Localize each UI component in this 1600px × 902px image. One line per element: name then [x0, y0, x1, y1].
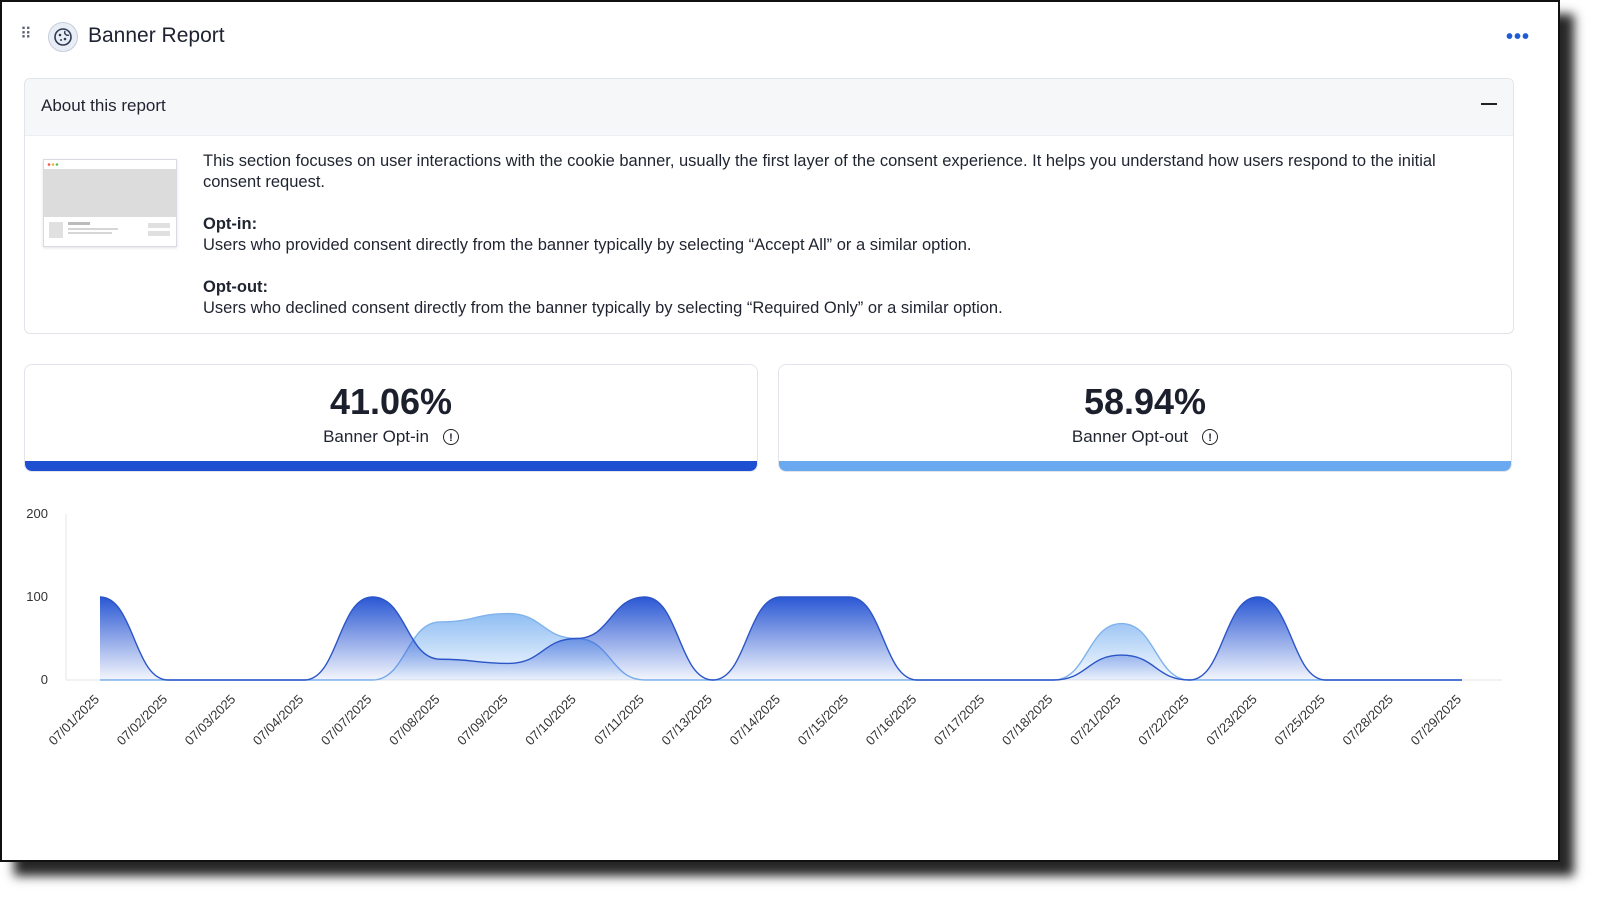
cookie-icon	[48, 22, 78, 52]
optin-bar-fill	[25, 461, 757, 471]
drag-handle-icon[interactable]: ⠿	[20, 26, 32, 43]
x-tick-label: 07/14/2025	[726, 692, 783, 749]
x-tick-label: 07/28/2025	[1339, 692, 1396, 749]
x-tick-label: 07/07/2025	[318, 692, 375, 749]
optout-bar-fill	[779, 461, 1511, 471]
optin-label: Banner Opt-in	[323, 427, 429, 446]
x-tick-label: 07/01/2025	[45, 692, 102, 749]
optin-definition: Opt-in: Users who provided consent direc…	[203, 214, 1491, 256]
x-tick-label: 07/11/2025	[591, 692, 647, 748]
banner-report-widget: ⠿ Banner Report ••• About this report	[0, 0, 1560, 862]
x-tick-label: 07/18/2025	[999, 692, 1056, 749]
x-tick-label: 07/22/2025	[1135, 692, 1192, 749]
about-panel-header[interactable]: About this report	[25, 79, 1513, 136]
collapse-icon[interactable]	[1481, 103, 1497, 105]
optout-label: Banner Opt-out	[1071, 427, 1189, 446]
x-tick-label: 07/10/2025	[522, 692, 579, 749]
optin-text: Users who provided consent directly from…	[203, 236, 972, 254]
x-tick-label: 07/02/2025	[114, 692, 171, 749]
x-tick-label: 07/03/2025	[182, 692, 239, 749]
optin-percentage: 41.06%	[329, 381, 453, 422]
optout-color-bar	[779, 461, 1511, 471]
optout-definition: Opt-out: Users who declined consent dire…	[203, 277, 1491, 319]
widget-header: ⠿ Banner Report •••	[2, 2, 1558, 74]
x-tick-label: 07/21/2025	[1067, 692, 1124, 749]
about-report-panel: About this report This section focuses o…	[24, 78, 1514, 334]
info-icon[interactable]: !	[1202, 429, 1219, 445]
y-tick-label: 200	[26, 506, 48, 521]
about-intro: This section focuses on user interaction…	[203, 152, 1436, 191]
about-description: This section focuses on user interaction…	[203, 151, 1491, 340]
banner-preview-image	[43, 159, 177, 247]
about-panel-title: About this report	[41, 96, 166, 115]
optin-label-row: Banner Opt-in!	[25, 427, 757, 447]
x-tick-label: 07/08/2025	[386, 692, 443, 749]
info-icon[interactable]: !	[442, 429, 459, 445]
x-tick-label: 07/13/2025	[658, 692, 715, 749]
y-tick-label: 0	[41, 672, 48, 687]
optout-label-row: Banner Opt-out!	[779, 427, 1511, 447]
more-horizontal-icon[interactable]: •••	[1505, 26, 1530, 48]
optout-text: Users who declined consent directly from…	[203, 299, 1003, 317]
x-tick-label: 07/17/2025	[931, 692, 988, 749]
banner-opt-in-area	[100, 597, 1462, 680]
optout-heading: Opt-out:	[203, 278, 269, 296]
x-tick-label: 07/25/2025	[1271, 692, 1328, 749]
y-tick-label: 100	[26, 589, 48, 604]
x-tick-label: 07/15/2025	[795, 692, 852, 749]
x-tick-label: 07/23/2025	[1203, 692, 1260, 749]
optout-stat-card: 58.94% Banner Opt-out!	[778, 364, 1512, 472]
optin-heading: Opt-in:	[203, 215, 258, 233]
x-tick-label: 07/04/2025	[250, 692, 307, 749]
banner-opt-in-line	[99, 596, 1463, 681]
optin-stat-card: 41.06% Banner Opt-in!	[24, 364, 758, 472]
x-tick-label: 07/09/2025	[454, 692, 511, 749]
optout-percentage: 58.94%	[1083, 381, 1207, 422]
optin-color-bar	[25, 461, 757, 471]
widget-title: Banner Report	[88, 24, 225, 47]
x-tick-label: 07/16/2025	[863, 692, 920, 749]
x-tick-label: 07/29/2025	[1407, 692, 1464, 749]
